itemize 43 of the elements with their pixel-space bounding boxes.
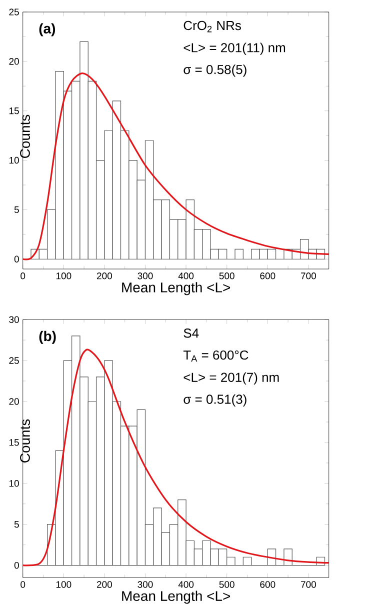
x-tick-label: 500 (219, 581, 234, 588)
y-tick-label: 5 (14, 521, 19, 528)
x-tick-label: 200 (96, 581, 112, 588)
y-tick-label: 25 (9, 8, 19, 16)
x-tick-label: 400 (178, 581, 194, 588)
x-tick-label: 0 (20, 272, 26, 280)
y-tick-label: 10 (9, 480, 19, 487)
y-axis-title: Counts (20, 114, 30, 158)
x-tick-label: 100 (56, 581, 72, 588)
y-tick-label: 15 (9, 439, 19, 446)
x-axis-title: Mean Length <L> (122, 282, 230, 296)
x-tick-label: 0 (20, 581, 26, 588)
y-tick-label: 25 (9, 357, 19, 364)
y-tick-label: 5 (14, 206, 19, 214)
x-tick-label: 300 (138, 581, 153, 588)
x-tick-label: 100 (56, 272, 72, 280)
y-axis-title: Counts (20, 419, 30, 462)
annotation: σ = 0.51(3) (184, 394, 246, 406)
y-tick-label: 15 (9, 108, 19, 114)
line-series (22, 349, 330, 566)
x-tick-label: 500 (219, 272, 234, 280)
y-tick-label: 10 (9, 156, 19, 164)
x-tick-label: 300 (138, 272, 153, 280)
annotation: σ = 0.58(5) (184, 64, 246, 77)
x-tick-label: 700 (301, 272, 316, 280)
annotation: <L> = 201(11) nm (184, 42, 286, 55)
x-tick-label: 400 (178, 272, 194, 280)
y-tick-label: 0 (14, 256, 19, 262)
x-tick-label: 600 (260, 272, 276, 280)
annotation: <L> = 201(7) nm (184, 372, 279, 385)
annotation: CrO$_{2}$ NRs (184, 20, 241, 32)
x-axis-title: Mean Length <L> (122, 590, 230, 604)
x-tick-label: 700 (301, 581, 316, 588)
y-tick-label: 20 (9, 58, 19, 65)
annotation: S4 (184, 328, 199, 338)
x-tick-label: 200 (96, 272, 112, 280)
y-tick-label: 20 (9, 398, 19, 405)
x-tick-label: 600 (260, 581, 276, 588)
annotation: (b) (39, 330, 56, 344)
y-tick-label: 0 (14, 562, 19, 569)
y-tick-label: 30 (9, 316, 19, 323)
annotation: T$_{A}$ = 600°C (183, 350, 248, 362)
annotation: (a) (39, 23, 56, 36)
